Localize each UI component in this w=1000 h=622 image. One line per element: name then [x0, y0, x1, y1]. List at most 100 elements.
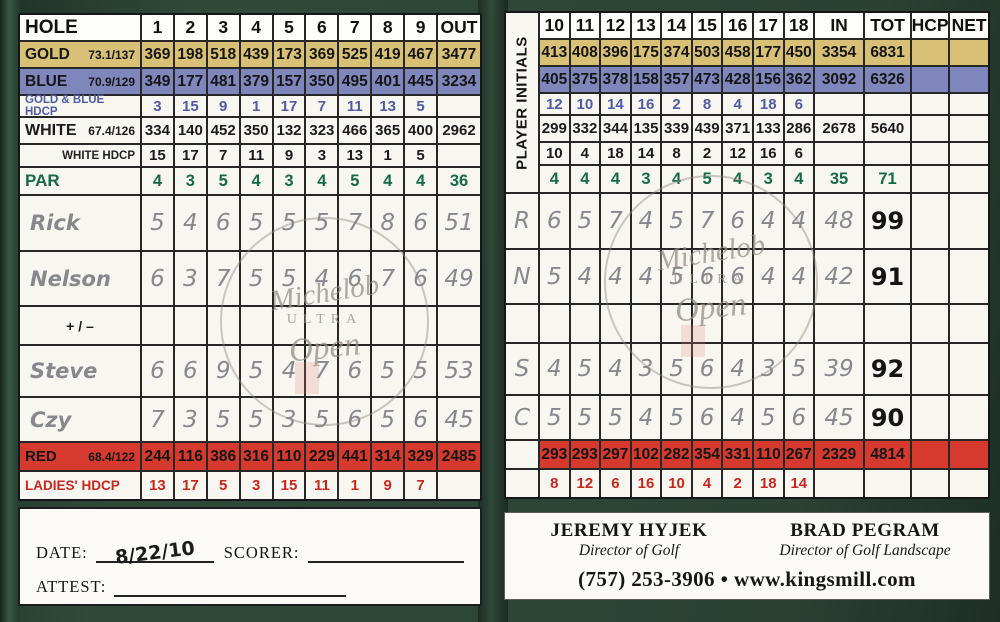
row-blue: BLUE 70.9/129 349 177 481 379 157 350 495 401 445 3… [20, 69, 480, 96]
player3-hole-cell: 4 [723, 344, 754, 394]
player3-label-cell: Steve [20, 346, 142, 396]
player2-hole-cell: 4 [632, 250, 663, 303]
red-hole-cell: 316 [241, 443, 274, 470]
hole-hole-cell: 14 [662, 13, 693, 38]
row-red: RED 68.4/122 244 116 386 316 110 229 441 314 329 24… [20, 443, 480, 472]
player2-hcp-cell [912, 250, 951, 303]
player3-net-cell [950, 344, 988, 394]
white-tot-cell: 5640 [865, 116, 913, 141]
red-label: RED [25, 448, 57, 465]
player4-hole-cell: 5 [601, 396, 632, 439]
white_hdcp-in-cell [815, 143, 866, 164]
plusminus-out-cell [438, 307, 480, 344]
plusminus-hole-cell [372, 307, 406, 344]
white-hole-cell: 332 [571, 116, 602, 141]
player4-hole-cell: 6 [693, 396, 724, 439]
ladies_hdcp-hole-cell: 3 [241, 472, 274, 499]
par-hole-cell: 4 [601, 166, 632, 192]
blue-hole-cell: 405 [540, 67, 571, 92]
plusminus-hole-cell [241, 307, 274, 344]
player3-hole-cell: 4 [601, 344, 632, 394]
row-player3: 4 5 4 3 5 6 4 3 5 39 92 [540, 344, 988, 396]
plusminus-hole-cell [693, 305, 724, 342]
ladies_hdcp-label: LADIES' HDCP [25, 478, 120, 493]
row-par: PAR 4 3 5 4 3 4 5 4 4 36 [20, 168, 480, 196]
player4-hole-cell: 4 [723, 396, 754, 439]
gold-hole-cell: 450 [785, 40, 816, 65]
gb_hdcp-hole-cell: 11 [339, 96, 373, 116]
player4-hcp-cell [912, 396, 951, 439]
blue-hole-cell: 158 [632, 67, 663, 92]
hole-hole-cell: 9 [405, 15, 439, 40]
red-hole-cell: 110 [754, 441, 785, 468]
player4-hole-cell: 5 [372, 398, 406, 441]
hole-label-cell: HOLE [20, 15, 142, 40]
gold-hole-cell: 408 [571, 40, 602, 65]
hole-hole-cell: 7 [339, 15, 373, 40]
ladies_hdcp-hole-cell: 7 [405, 472, 439, 499]
hole-hole-cell: 15 [692, 13, 724, 38]
red-hole-cell: 441 [339, 443, 373, 470]
gold-hole-cell: 413 [540, 40, 571, 65]
player2-hole-cell: 4 [754, 250, 785, 303]
row-red: 293 293 297 102 282 354 331 110 267 2329 4814 [540, 441, 988, 470]
gb_hdcp-hole-cell: 1 [241, 96, 274, 116]
player2-tot-cell: 91 [865, 250, 913, 303]
hole-hole-cell: 1 [142, 15, 175, 40]
red-hole-cell: 386 [208, 443, 241, 470]
plusminus-hole-cell [662, 305, 693, 342]
ladies_hdcp-hole-cell: 10 [662, 470, 693, 497]
par-hole-cell: 3 [274, 168, 307, 194]
par-hole-cell: 4 [142, 168, 175, 194]
blue-hole-cell: 445 [405, 69, 439, 94]
phone-number: (757) 253-3906 [578, 567, 715, 591]
white_hdcp-tot-cell [865, 143, 913, 164]
blue-hole-cell: 357 [662, 67, 693, 92]
white-hole-cell: 135 [632, 116, 663, 141]
white_hdcp-hole-cell: 1 [372, 145, 406, 166]
white-hole-cell: 371 [723, 116, 754, 141]
scorer-label: SCORER: [223, 543, 300, 562]
gb_hdcp-hole-cell: 13 [372, 96, 406, 116]
gold-hole-cell: 173 [274, 42, 307, 67]
par-hole-cell: 4 [372, 168, 406, 194]
hole-label: HOLE [25, 16, 78, 38]
player3-hole-cell: 5 [405, 346, 439, 396]
player4-tot-cell: 90 [865, 396, 913, 439]
row-white: 299 332 344 135 339 439 371 133 286 2678 5640 [540, 116, 988, 143]
player3-hole-cell: 6 [175, 346, 208, 396]
row-par: 4 4 4 3 4 5 4 3 4 35 71 [540, 166, 988, 194]
hole-hole-cell: 11 [570, 13, 602, 38]
player1-out-cell: 51 [444, 210, 474, 236]
player1-label-cell: Rick [20, 196, 142, 250]
gold-hole-cell: 374 [662, 40, 693, 65]
plusminus-hole-cell [274, 307, 307, 344]
white-hole-cell: 452 [208, 118, 241, 143]
blue-hole-cell: 157 [274, 69, 307, 94]
gold-hole-cell: 396 [601, 40, 632, 65]
contact-title: Director of Golf [578, 542, 680, 559]
red-hole-cell: 116 [175, 443, 208, 470]
contact-director-of-golf-landscape: BRAD PEGRAM Director of Golf Landscape [747, 520, 983, 560]
player1-hole-cell: 5 [571, 194, 602, 248]
gb_hdcp-label-cell: GOLD & BLUE HDCP [20, 94, 142, 118]
player3-hole-cell: 5 [785, 344, 816, 394]
date-label: DATE: [36, 543, 88, 562]
player2-hole-cell: 7 [208, 252, 241, 305]
white-hole-cell: 339 [662, 116, 693, 141]
contact-title: Director of Golf Landscape [779, 542, 951, 559]
white-hole-cell: 439 [693, 116, 724, 141]
player3-hcp-cell [912, 344, 951, 394]
player3-hole-cell: 6 [693, 344, 724, 394]
row-gold: GOLD 73.1/137 369 198 518 439 173 369 525 419 467 3… [20, 42, 480, 69]
attest-label: ATTEST: [36, 577, 107, 596]
player1-hole-cell: 5 [142, 196, 175, 250]
gb_hdcp-hole-cell: 18 [754, 94, 785, 114]
player1-initial-cell: R [506, 194, 538, 250]
blue-hole-cell: 156 [754, 67, 785, 92]
player1-in-cell: 48 [815, 194, 866, 248]
red-hcp-cell [912, 441, 951, 468]
player4-label-cell: Czy [20, 398, 142, 441]
row-gold: 413 408 396 175 374 503 458 177 450 3354 6831 [540, 40, 988, 67]
ladies_hdcp-initial-cell [506, 470, 538, 497]
